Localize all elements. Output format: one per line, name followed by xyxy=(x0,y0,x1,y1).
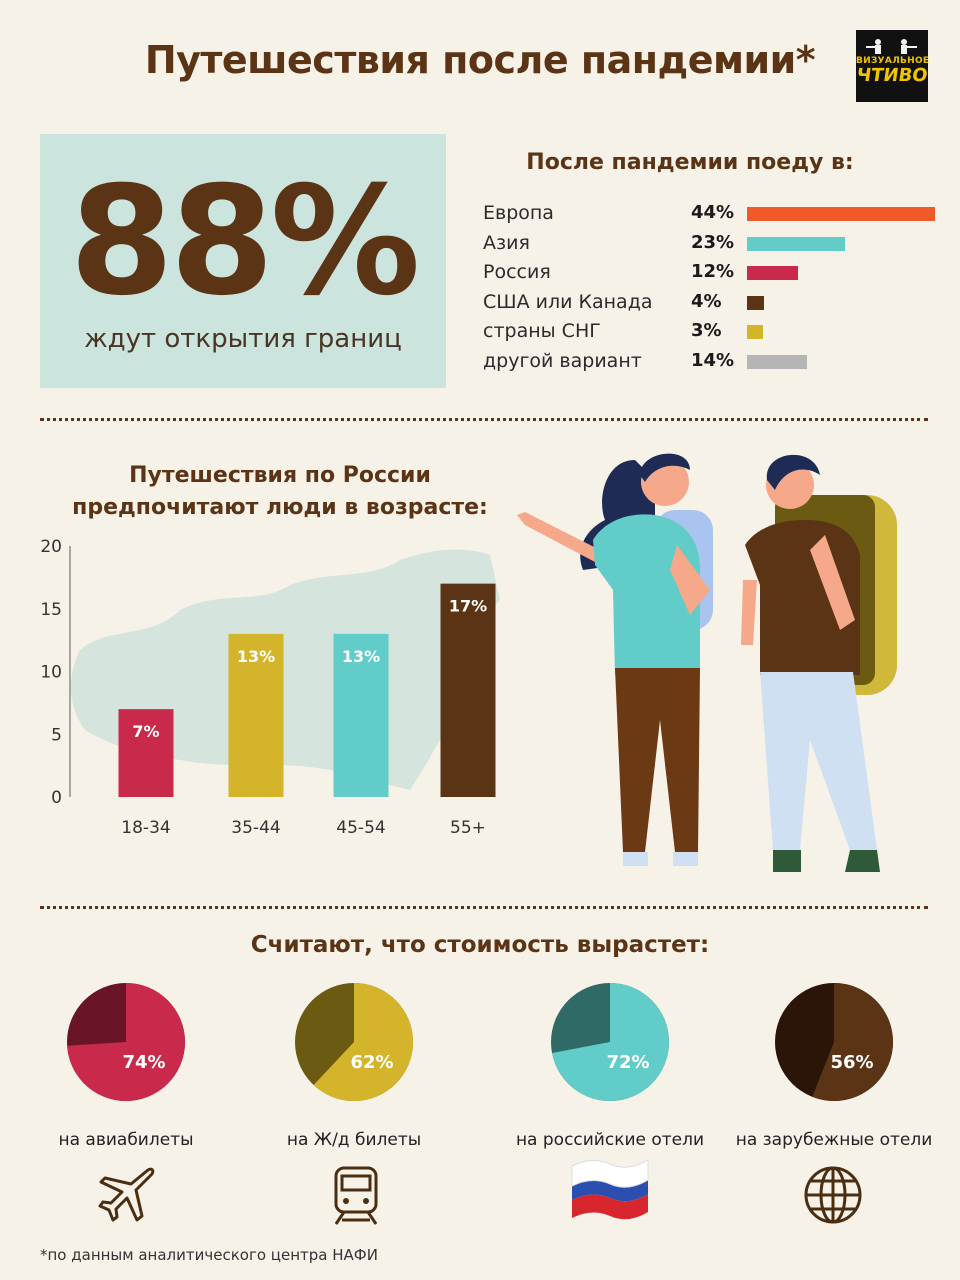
bar-18-34 xyxy=(118,709,174,797)
pie-chart: 62% xyxy=(295,983,413,1101)
pie-chart: 72% xyxy=(551,983,669,1101)
bar-data-label: 13% xyxy=(342,647,380,666)
headline-caption: ждут открытия границ xyxy=(84,324,402,354)
destination-bar xyxy=(747,207,935,221)
pie-slice-main xyxy=(67,983,185,1101)
destination-label: Россия xyxy=(483,261,551,284)
destination-label: Европа xyxy=(483,202,554,224)
russian-flag-icon xyxy=(571,1160,649,1220)
destination-percent: 14% xyxy=(691,350,735,371)
pie-percent-label: 56% xyxy=(830,1052,873,1073)
pie-caption: на авиабилеты xyxy=(58,1130,194,1150)
globe-icon xyxy=(804,1166,862,1224)
airplane-icon xyxy=(98,1167,155,1222)
pie-slice-main xyxy=(812,983,893,1101)
destination-row: другой вариант 14% xyxy=(483,350,943,380)
destination-row: страны СНГ 3% xyxy=(483,320,943,350)
destination-label: США или Канада xyxy=(483,290,653,313)
logo-line1: ВИЗУАЛЬНОЕ xyxy=(856,56,930,66)
destination-row: Европа 44% xyxy=(483,202,943,232)
destination-label: Азия xyxy=(483,231,530,254)
brand-logo: ВИЗУАЛЬНОЕ ЧТИВО xyxy=(855,30,930,102)
pie-chart: 56% xyxy=(775,983,893,1101)
bar-data-label: 17% xyxy=(449,597,487,616)
destination-bar xyxy=(747,236,846,251)
pie-percent-label: 74% xyxy=(122,1052,165,1073)
headline-value: 88% xyxy=(69,155,420,329)
logo-figures-icon xyxy=(866,39,917,54)
page-title: Путешествия после пандемии* xyxy=(144,38,816,82)
y-tick-label: 20 xyxy=(40,537,62,557)
bar-55+ xyxy=(440,583,496,797)
destination-bar xyxy=(747,295,765,310)
pie-slice-main xyxy=(552,983,669,1101)
y-tick-label: 15 xyxy=(40,600,62,620)
bar-45-54 xyxy=(333,633,389,797)
x-tick-label: 55+ xyxy=(450,818,486,838)
divider xyxy=(40,906,928,909)
x-tick-label: 35-44 xyxy=(231,818,280,838)
bar-data-label: 7% xyxy=(132,722,159,741)
logo-line2: ЧТИВО xyxy=(855,65,929,86)
y-tick-label: 10 xyxy=(40,663,62,683)
pie-caption: на зарубежные отели xyxy=(735,1130,933,1150)
pie-slice-main xyxy=(313,983,413,1101)
destination-row: Россия 12% xyxy=(483,261,943,291)
age-bar-chart: 0 5 10 15 20 7% 18-34 13% 35-44 13% 45-54 17% 55+ xyxy=(40,537,500,838)
pie-caption: на российские отели xyxy=(515,1130,705,1150)
train-icon xyxy=(334,1166,378,1225)
footnote: *по данным аналитического центра НАФИ xyxy=(40,1246,378,1264)
age-title-line1: Путешествия по России xyxy=(129,463,431,488)
bar-data-label: 13% xyxy=(237,647,275,666)
age-chart-title: Путешествия по России предпочитают люди … xyxy=(60,460,500,524)
destination-label: страны СНГ xyxy=(483,320,601,343)
divider xyxy=(40,418,928,421)
age-title-line2: предпочитают люди в возрасте: xyxy=(72,495,488,520)
destination-row: Азия 23% xyxy=(483,232,943,262)
travelers-illustration xyxy=(517,453,897,872)
destination-percent: 44% xyxy=(691,202,735,223)
destination-percent: 23% xyxy=(691,231,735,253)
pie-percent-label: 72% xyxy=(606,1052,649,1073)
destination-percent: 12% xyxy=(691,261,735,283)
destination-percent: 3% xyxy=(691,320,722,342)
x-tick-label: 18-34 xyxy=(121,818,170,838)
destination-percent: 4% xyxy=(691,290,722,312)
destination-bar xyxy=(747,355,807,369)
pie-percent-label: 62% xyxy=(350,1052,393,1073)
pie-chart: 74% xyxy=(67,983,185,1101)
x-tick-label: 45-54 xyxy=(336,818,385,838)
russia-map-background xyxy=(70,549,500,790)
destination-label: другой вариант xyxy=(483,350,642,372)
destinations-title: После пандемии поеду в: xyxy=(526,150,854,175)
destination-row: США или Канада 4% xyxy=(483,291,943,321)
pie-caption: на Ж/д билеты xyxy=(286,1130,422,1150)
destination-bar xyxy=(747,325,763,340)
y-tick-label: 5 xyxy=(51,725,62,745)
headline-panel: 88% ждут открытия границ xyxy=(40,134,446,388)
destination-bar xyxy=(747,266,799,281)
bar-35-44 xyxy=(228,633,284,797)
y-tick-label: 0 xyxy=(51,788,62,808)
price-rise-title: Считают, что стоимость вырастет: xyxy=(250,932,710,958)
